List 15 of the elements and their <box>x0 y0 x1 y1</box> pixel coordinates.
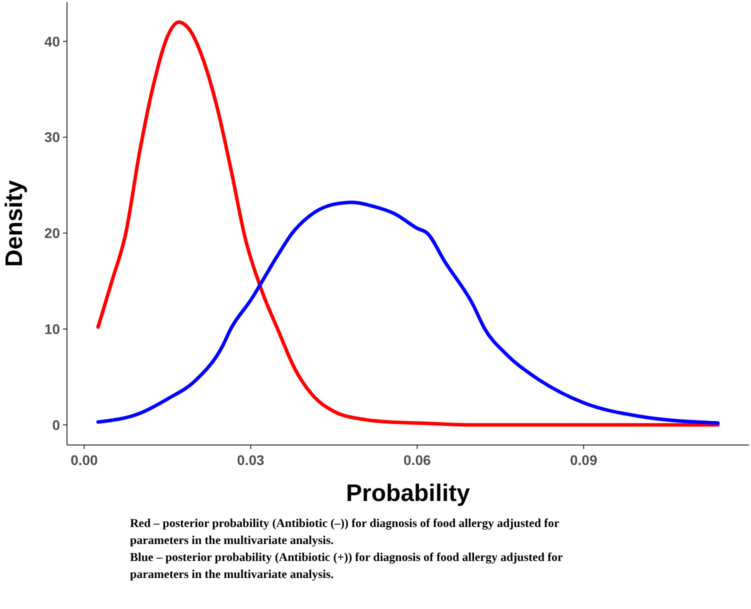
x-tick-label: 0.09 <box>570 452 598 468</box>
text: Red – posterior probability (Antibiotic (–)) for diagnosis of food allergy adjusted for parameters in the multivariate analysis. <box>130 516 560 547</box>
line-series <box>96 20 720 427</box>
x-axis-title: Probability <box>346 480 471 507</box>
y-tick-label: 20 <box>44 225 60 242</box>
x-tick-label: 0.00 <box>70 452 98 468</box>
x-tick-label: 0.06 <box>404 452 431 468</box>
line-series <box>96 200 720 425</box>
y-axis-title: Density <box>1 180 28 267</box>
x-tick-label: 0.03 <box>237 452 265 468</box>
y-tick-label: 0 <box>52 416 60 433</box>
text: Blue – posterior probability (Antibiotic (+)) for diagnosis of food allergy adjusted for parameters in the multivariate analysis. <box>130 550 564 581</box>
y-tick-label: 40 <box>44 33 60 50</box>
y-tick-label: 30 <box>44 129 60 146</box>
y-tick-label: 10 <box>44 320 60 337</box>
